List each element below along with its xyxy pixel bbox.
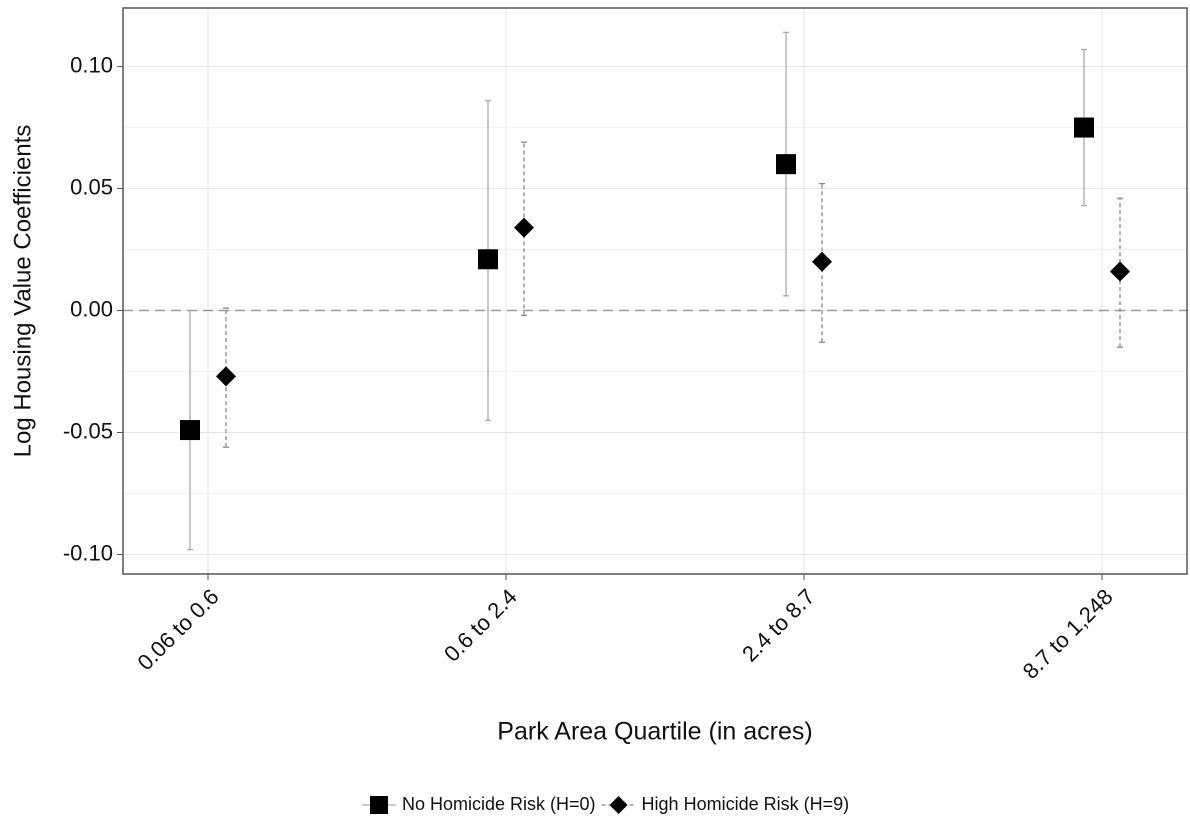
y-tick-label: -0.10 (63, 540, 113, 565)
x-tick-label: 0.06 to 0.6 (132, 584, 223, 675)
point (478, 249, 498, 270)
point (1074, 117, 1094, 138)
grid (123, 8, 1187, 574)
point (776, 154, 796, 175)
x-axis-title: Park Area Quartile (in acres) (497, 718, 812, 746)
y-axis-title: Log Housing Value Coefficients (9, 125, 36, 458)
point (216, 366, 236, 387)
y-tick-label: 0.10 (70, 52, 113, 77)
marks (180, 31, 1130, 551)
legend-marker (370, 796, 388, 814)
point (1110, 261, 1130, 282)
point (812, 251, 832, 272)
plot-background (123, 8, 1187, 574)
plot-border (122, 7, 1188, 575)
point (180, 420, 200, 441)
legend-label: High Homicide Risk (H=9) (642, 794, 850, 814)
legend-label: No Homicide Risk (H=0) (402, 794, 596, 814)
legend: No Homicide Risk (H=0) High Homicide Risk… (362, 794, 849, 814)
x-tick-label: 8.7 to 1,248 (1018, 584, 1118, 684)
point (514, 217, 534, 238)
x-tick-label: 0.6 to 2.4 (439, 584, 522, 667)
y-tick-label: 0.00 (70, 296, 113, 321)
y-tick-label: -0.05 (63, 418, 113, 443)
y-tick-label: 0.05 (70, 174, 113, 199)
x-tick-label: 2.4 to 8.7 (737, 584, 820, 667)
legend-marker (609, 796, 628, 814)
